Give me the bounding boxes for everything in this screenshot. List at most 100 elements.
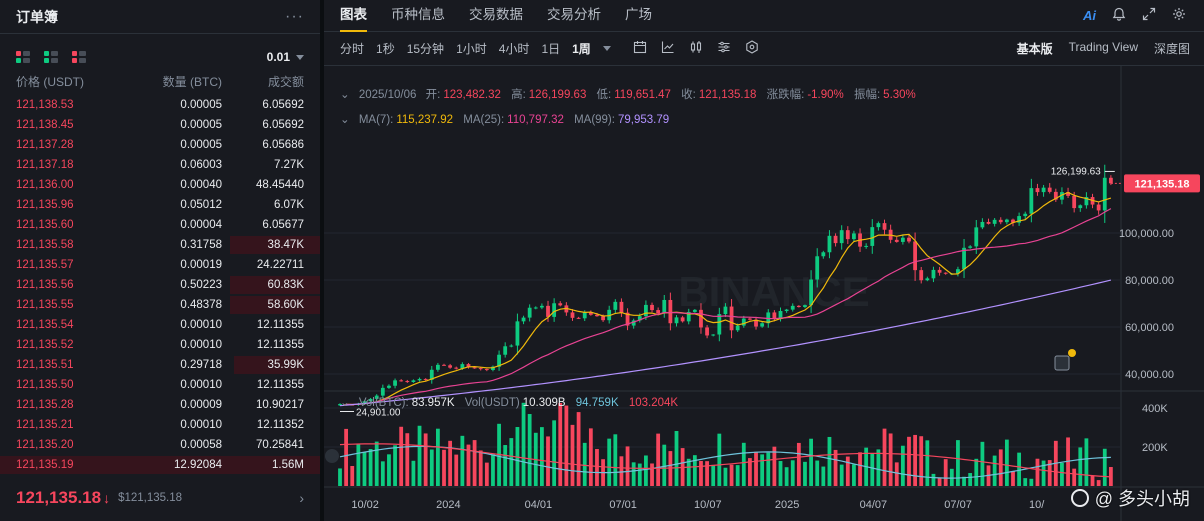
candle-body[interactable] <box>876 223 881 228</box>
order-book-row[interactable]: 121,135.19 12.92084 1.56M <box>0 455 320 475</box>
order-book-row[interactable]: 121,135.56 0.50223 60.83K <box>0 275 320 295</box>
candle-body[interactable] <box>980 221 985 228</box>
candle-body[interactable] <box>374 395 379 399</box>
candle-body[interactable] <box>668 299 673 324</box>
order-book-row[interactable]: 121,138.53 0.00005 6.05692 <box>0 95 320 115</box>
volume-bar[interactable] <box>552 420 557 486</box>
candle-body[interactable] <box>907 237 911 242</box>
volume-bar[interactable] <box>925 440 930 486</box>
volume-bar[interactable] <box>644 455 648 486</box>
candle-body[interactable] <box>686 311 691 322</box>
volume-bar[interactable] <box>399 426 404 486</box>
candle-body[interactable] <box>1084 197 1089 206</box>
volume-bar[interactable] <box>956 440 960 486</box>
candle-body[interactable] <box>1053 191 1058 200</box>
candle-body[interactable] <box>827 235 832 253</box>
candle-body[interactable] <box>790 305 795 310</box>
candle-body[interactable] <box>803 305 807 308</box>
order-book-row[interactable]: 121,135.96 0.05012 6.07K <box>0 195 320 215</box>
volume-bar[interactable] <box>393 445 397 486</box>
volume-bar[interactable] <box>900 445 905 486</box>
volume-bar[interactable] <box>503 445 508 486</box>
volume-bar[interactable] <box>949 468 954 486</box>
timeframe-1w[interactable]: 1周 <box>572 42 591 56</box>
candle-body[interactable] <box>998 219 1003 223</box>
candle-body[interactable] <box>570 312 575 318</box>
candle-body[interactable] <box>778 311 783 320</box>
candle-body[interactable] <box>821 252 826 257</box>
candle-body[interactable] <box>491 366 495 371</box>
volume-bar[interactable] <box>1004 439 1009 486</box>
candle-body[interactable] <box>870 227 875 246</box>
volume-bar[interactable] <box>423 433 428 486</box>
candle-body[interactable] <box>515 321 520 346</box>
volume-bar[interactable] <box>380 461 385 486</box>
candle-body[interactable] <box>1072 195 1077 209</box>
volume-bar[interactable] <box>790 460 795 486</box>
calendar-icon[interactable] <box>633 40 647 57</box>
volume-bar[interactable] <box>1029 478 1034 486</box>
volume-bar[interactable] <box>882 428 887 486</box>
volume-bar[interactable] <box>1023 478 1028 486</box>
volume-bar[interactable] <box>748 458 752 486</box>
volume-bar[interactable] <box>1017 452 1022 486</box>
volume-bar[interactable] <box>1035 458 1040 486</box>
candle-body[interactable] <box>760 323 765 327</box>
volume-bar[interactable] <box>833 449 838 486</box>
candle-body[interactable] <box>393 380 397 386</box>
line-chart-icon[interactable] <box>661 40 675 57</box>
order-book-row[interactable]: 121,135.60 0.00004 6.05677 <box>0 215 320 235</box>
chart-settings-icon[interactable] <box>745 40 759 57</box>
volume-bar[interactable] <box>962 476 966 486</box>
candle-body[interactable] <box>637 316 642 321</box>
candle-body[interactable] <box>974 227 979 247</box>
volume-bar[interactable] <box>1060 462 1064 486</box>
volume-bar[interactable] <box>699 460 703 486</box>
volume-bar[interactable] <box>613 434 618 486</box>
candle-body[interactable] <box>588 312 593 315</box>
candle-body[interactable] <box>766 312 771 324</box>
timeframe-15m[interactable]: 15分钟 <box>406 42 445 56</box>
view-depth[interactable]: 深度图 <box>1153 42 1190 56</box>
volume-bar[interactable] <box>809 438 813 486</box>
candle-body[interactable] <box>1017 216 1022 223</box>
candle-body[interactable] <box>552 303 557 317</box>
volume-bar[interactable] <box>362 452 367 486</box>
bell-icon[interactable] <box>1112 7 1126 24</box>
volume-bar[interactable] <box>619 456 624 486</box>
volume-bar[interactable] <box>576 412 581 486</box>
candle-body[interactable] <box>448 365 453 368</box>
volume-bar[interactable] <box>1047 460 1052 486</box>
volume-bar[interactable] <box>435 428 440 486</box>
volume-bar[interactable] <box>784 467 789 486</box>
volume-bar[interactable] <box>974 458 979 486</box>
candle-body[interactable] <box>864 245 869 247</box>
candle-body[interactable] <box>625 312 630 326</box>
candle-body[interactable] <box>576 317 581 319</box>
candle-body[interactable] <box>937 269 942 273</box>
timeframe-1s[interactable]: 1秒 <box>376 42 395 56</box>
candle-body[interactable] <box>913 241 917 271</box>
candle-body[interactable] <box>1011 219 1015 223</box>
candle-body[interactable] <box>497 354 501 367</box>
volume-bar[interactable] <box>741 442 746 486</box>
candle-body[interactable] <box>986 221 991 224</box>
candle-body[interactable] <box>815 256 820 280</box>
candle-body[interactable] <box>607 309 612 321</box>
candle-body[interactable] <box>925 278 930 281</box>
order-book-row[interactable]: 121,135.51 0.29718 35.99K <box>0 355 320 375</box>
last-price-row[interactable]: 121,135.18 ↓ $121,135.18 › <box>16 485 304 511</box>
candle-body[interactable] <box>368 398 373 402</box>
volume-bar[interactable] <box>344 428 349 486</box>
volume-bar[interactable] <box>368 448 373 486</box>
timeframe-1d[interactable]: 1日 <box>541 42 561 56</box>
candle-body[interactable] <box>405 381 410 383</box>
volume-bar[interactable] <box>686 458 691 486</box>
candle-body[interactable] <box>1108 177 1113 184</box>
candle-body[interactable] <box>619 301 624 313</box>
candle-body[interactable] <box>631 320 636 326</box>
precision-select[interactable]: 0.01 <box>267 50 304 64</box>
volume-bar[interactable] <box>1090 475 1095 486</box>
timeframe-time[interactable]: 分时 <box>340 42 365 56</box>
candle-body[interactable] <box>699 309 703 328</box>
